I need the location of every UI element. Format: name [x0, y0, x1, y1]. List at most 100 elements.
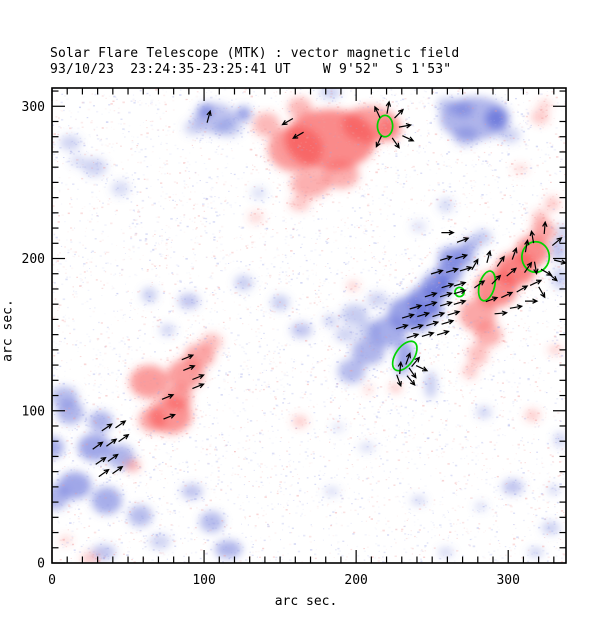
- negative-polarity-blob: [181, 483, 203, 500]
- vector-arrow: [447, 310, 461, 316]
- negative-polarity-blob: [436, 97, 455, 113]
- vector-arrow: [415, 365, 429, 372]
- vector-arrow: [292, 131, 304, 139]
- vector-arrow: [453, 299, 467, 305]
- negative-polarity-blob: [178, 293, 200, 309]
- negative-polarity-blob: [337, 358, 366, 384]
- positive-polarity-blob: [544, 196, 560, 212]
- vector-arrow: [118, 433, 130, 443]
- negative-polarity-blob: [476, 406, 492, 419]
- negative-polarity-blob: [59, 135, 81, 151]
- y-axis-label: arc sec.: [0, 299, 16, 362]
- positive-polarity-blob: [138, 407, 167, 433]
- negative-polarity-blob: [453, 127, 478, 146]
- x-tick-label: 200: [344, 573, 367, 588]
- vector-arrow: [446, 267, 459, 273]
- negative-polarity-blob: [359, 442, 375, 452]
- vector-arrow: [529, 279, 543, 286]
- negative-polarity-blob: [270, 295, 290, 311]
- negative-polarity-blob: [410, 496, 427, 506]
- vector-arrow: [95, 456, 107, 465]
- negative-polarity-blob: [82, 158, 107, 177]
- vector-arrow: [509, 304, 524, 310]
- vector-arrow: [183, 364, 196, 371]
- vector-arrow: [432, 311, 446, 318]
- x-tick-label: 0: [48, 573, 56, 588]
- vector-arrow: [455, 253, 469, 260]
- positive-polarity-blob: [462, 363, 478, 379]
- vector-arrow: [406, 333, 420, 339]
- vector-arrow: [430, 269, 444, 275]
- vector-arrow: [401, 313, 415, 319]
- vector-arrow: [411, 323, 425, 330]
- vector-arrow: [396, 374, 402, 388]
- positive-polarity-blob: [347, 281, 360, 291]
- negative-polarity-blob: [366, 292, 389, 308]
- vector-arrow: [411, 356, 421, 367]
- vector-arrow: [529, 229, 535, 244]
- negative-polarity-blob: [334, 327, 357, 343]
- vector-arrow: [281, 117, 294, 126]
- negative-polarity-blob: [236, 106, 252, 122]
- negative-polarity-blob: [290, 322, 313, 338]
- vector-arrow: [397, 360, 404, 375]
- positive-polarity-blob-layer: [59, 97, 563, 563]
- vector-arrow: [441, 319, 455, 325]
- vector-arrow: [439, 291, 453, 298]
- vector-arrow: [374, 105, 381, 119]
- negative-polarity-blob: [322, 314, 338, 328]
- plot-frame: [51, 87, 567, 564]
- vector-arrow: [181, 354, 195, 361]
- negative-polarity-blob: [52, 386, 78, 408]
- vector-arrow: [453, 288, 467, 295]
- vector-arrow: [511, 247, 518, 260]
- positive-polarity-blob: [389, 383, 402, 393]
- negative-polarity-blob: [52, 485, 69, 510]
- vector-arrow: [98, 468, 110, 478]
- vector-arrow: [424, 301, 438, 307]
- vector-arrow: [501, 291, 514, 299]
- negative-polarity-blob: [547, 485, 560, 495]
- negative-polarity-blob: [214, 540, 243, 559]
- negative-polarity-blob: [52, 436, 65, 458]
- negative-polarity-blob: [541, 521, 560, 535]
- vector-arrow: [92, 441, 104, 450]
- vector-arrow: [391, 137, 400, 149]
- positive-polarity-blob: [287, 97, 313, 119]
- vector-arrow: [542, 220, 548, 235]
- vector-arrow: [101, 423, 113, 432]
- vector-arrow: [533, 261, 539, 275]
- positive-polarity-blob: [377, 116, 402, 142]
- vector-arrow: [405, 352, 411, 365]
- vector-arrow: [417, 311, 431, 318]
- negative-polarity-blob: [319, 88, 341, 99]
- negative-polarity-blob: [502, 479, 524, 495]
- vector-arrow: [506, 267, 517, 277]
- y-tick-label: 300: [22, 100, 45, 115]
- vector-arrow: [441, 282, 455, 289]
- vector-arrow: [395, 323, 409, 330]
- negative-polarity-blob: [438, 547, 454, 557]
- negative-polarity-blob: [184, 119, 203, 136]
- x-axis-label: arc sec.: [274, 594, 338, 609]
- vector-arrow: [540, 268, 553, 276]
- vector-arrow: [421, 331, 435, 337]
- negative-polarity-blob: [128, 505, 153, 527]
- positive-polarity-blob: [290, 170, 331, 198]
- vector-arrow: [163, 413, 176, 420]
- x-tick-label: 300: [496, 573, 519, 588]
- vector-arrow: [551, 237, 563, 247]
- vector-arrow: [107, 453, 119, 462]
- vector-arrow: [441, 229, 455, 236]
- x-tick-label: 100: [192, 573, 215, 588]
- vector-arrow: [408, 367, 417, 379]
- y-tick-label: 0: [37, 557, 45, 572]
- positive-polarity-blob: [531, 220, 556, 242]
- positive-polarity-blob: [363, 384, 373, 395]
- vector-arrow: [439, 301, 453, 307]
- vector-arrow: [525, 298, 539, 304]
- positive-polarity-blob: [467, 343, 489, 366]
- negative-polarity-blob: [149, 534, 171, 550]
- vector-arrow: [192, 383, 205, 390]
